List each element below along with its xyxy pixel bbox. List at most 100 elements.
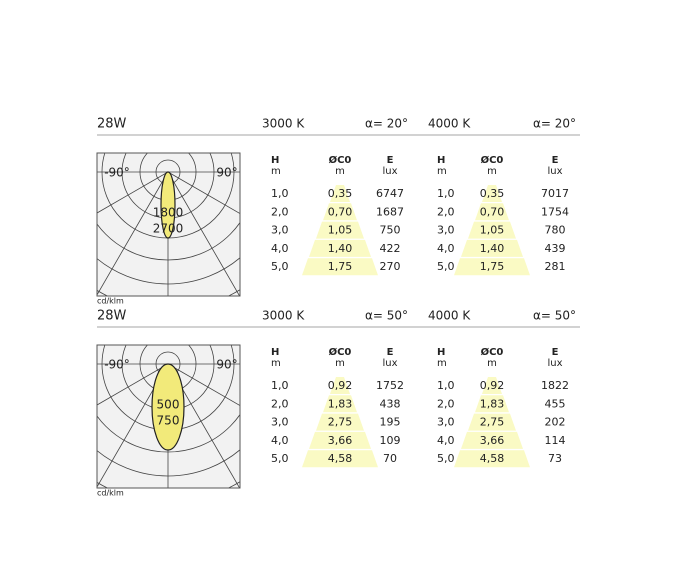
angle-label: 90° bbox=[216, 166, 237, 180]
light-cone bbox=[475, 203, 509, 221]
beam-angle: α= 20° bbox=[533, 117, 576, 131]
cell: 1,0 bbox=[437, 379, 455, 392]
cell: 195 bbox=[380, 416, 401, 429]
cell: 1,40 bbox=[328, 242, 353, 255]
cell: 0,92 bbox=[480, 379, 505, 392]
cell: 73 bbox=[548, 452, 562, 465]
cct: 4000 K bbox=[428, 117, 471, 131]
light-cone bbox=[468, 221, 516, 239]
unit-label: cd/klm bbox=[97, 297, 124, 306]
cell: 2,0 bbox=[437, 397, 455, 410]
cell: 2,0 bbox=[271, 205, 289, 218]
beam-angle: α= 50° bbox=[365, 309, 408, 323]
cell: 5,0 bbox=[271, 260, 289, 273]
col-unit: m bbox=[271, 358, 281, 369]
cell: 3,0 bbox=[271, 416, 289, 429]
col-header: H bbox=[437, 347, 445, 358]
cell: 5,0 bbox=[437, 260, 455, 273]
cell: 5,0 bbox=[437, 452, 455, 465]
cell: 1,40 bbox=[480, 242, 505, 255]
intensity-label: 750 bbox=[157, 414, 180, 428]
intensity-label: 1800 bbox=[153, 206, 184, 220]
cell: 3,66 bbox=[480, 434, 505, 447]
polar-ray bbox=[167, 363, 240, 407]
cell: 4,0 bbox=[271, 434, 289, 447]
cell: 0,92 bbox=[328, 379, 353, 392]
cell: 455 bbox=[545, 397, 566, 410]
cell: 422 bbox=[380, 242, 401, 255]
angle-label: -90° bbox=[104, 166, 130, 180]
cell: 1752 bbox=[376, 379, 404, 392]
col-header: H bbox=[271, 155, 279, 166]
cell: 1822 bbox=[541, 379, 569, 392]
cell: 7017 bbox=[541, 187, 569, 200]
light-cone bbox=[475, 395, 509, 413]
cell: 4,58 bbox=[480, 452, 505, 465]
cell: 1,75 bbox=[480, 260, 505, 273]
cell: 70 bbox=[383, 452, 397, 465]
light-cone bbox=[461, 239, 523, 257]
cell: 1,0 bbox=[271, 379, 289, 392]
polar-ray bbox=[97, 363, 169, 488]
col-unit: m bbox=[335, 358, 345, 369]
cct: 3000 K bbox=[262, 309, 305, 323]
col-header: H bbox=[437, 155, 445, 166]
col-unit: lux bbox=[382, 358, 397, 369]
light-lobe bbox=[151, 363, 185, 451]
light-cone bbox=[454, 258, 530, 276]
polar-frame bbox=[96, 152, 241, 297]
light-cone bbox=[330, 185, 350, 202]
cell: 4,58 bbox=[328, 452, 353, 465]
cell: 3,0 bbox=[271, 224, 289, 237]
col-header: E bbox=[552, 347, 559, 358]
cell: 3,0 bbox=[437, 224, 455, 237]
col-unit: m bbox=[437, 358, 447, 369]
col-header: E bbox=[552, 155, 559, 166]
cell: 270 bbox=[380, 260, 401, 273]
beam-angle: α= 20° bbox=[365, 117, 408, 131]
polar-ray bbox=[167, 171, 240, 296]
light-cone bbox=[323, 395, 357, 413]
power: 28W bbox=[97, 309, 127, 324]
cell: 1,05 bbox=[328, 224, 353, 237]
polar-ray bbox=[97, 363, 169, 406]
cell: 3,66 bbox=[328, 434, 353, 447]
cell: 1,0 bbox=[271, 187, 289, 200]
col-header: ØC0 bbox=[329, 346, 352, 358]
cell: 281 bbox=[545, 260, 566, 273]
cell: 439 bbox=[545, 242, 566, 255]
col-header: E bbox=[387, 155, 394, 166]
polar-ray bbox=[97, 171, 169, 296]
col-header: E bbox=[387, 347, 394, 358]
cell: 2,75 bbox=[480, 416, 505, 429]
cct: 4000 K bbox=[428, 309, 471, 323]
col-header: ØC0 bbox=[481, 346, 504, 358]
polar-diagram bbox=[97, 153, 240, 296]
col-unit: m bbox=[487, 166, 497, 177]
cell: 1,05 bbox=[480, 224, 505, 237]
cell: 2,0 bbox=[437, 205, 455, 218]
cell: 1,83 bbox=[328, 397, 353, 410]
cell: 750 bbox=[380, 224, 401, 237]
col-unit: m bbox=[487, 358, 497, 369]
unit-label: cd/klm bbox=[97, 489, 124, 498]
light-cone bbox=[323, 203, 357, 221]
polar-diagram bbox=[97, 345, 240, 488]
light-cone bbox=[309, 239, 371, 257]
col-unit: m bbox=[335, 166, 345, 177]
cell: 0,70 bbox=[328, 205, 353, 218]
cell: 4,0 bbox=[437, 242, 455, 255]
light-cone bbox=[482, 377, 502, 394]
col-unit: m bbox=[271, 166, 281, 177]
cell: 4,0 bbox=[271, 242, 289, 255]
light-cone bbox=[302, 258, 378, 276]
cell: 780 bbox=[545, 224, 566, 237]
light-cone bbox=[468, 413, 516, 431]
beam-angle: α= 50° bbox=[533, 309, 576, 323]
power: 28W bbox=[97, 117, 127, 132]
intensity-label: 2700 bbox=[153, 222, 184, 236]
light-cone bbox=[316, 413, 364, 431]
cell: 0,70 bbox=[480, 205, 505, 218]
light-cone bbox=[330, 377, 350, 394]
